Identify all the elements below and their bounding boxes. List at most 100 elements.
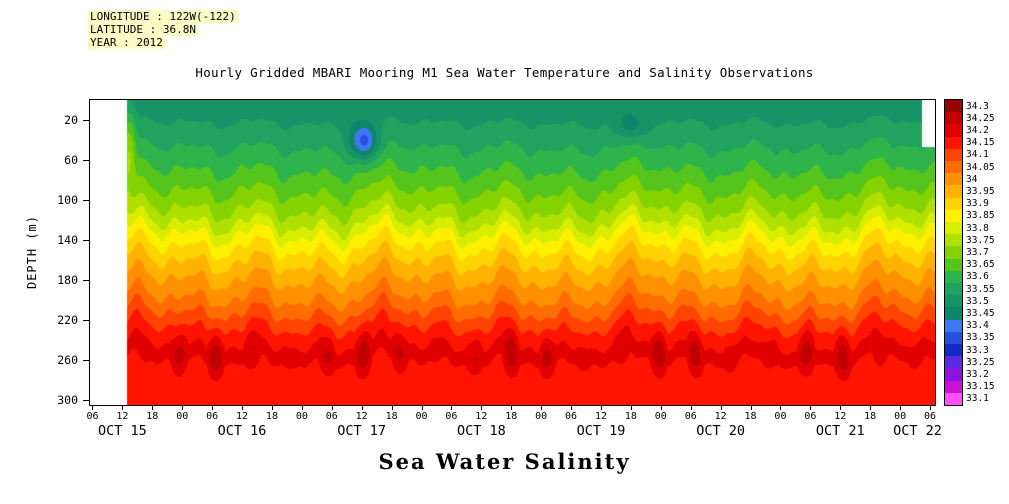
figure-caption: Sea Water Salinity [378, 449, 631, 474]
x-tick-mark [930, 406, 931, 410]
y-tick-mark [83, 160, 89, 161]
x-day-label: OCT 18 [456, 423, 506, 439]
x-tick-label: 00 [654, 411, 667, 422]
x-tick-label: 00 [176, 411, 189, 422]
colorbar-cell [945, 356, 962, 369]
x-tick-mark [900, 406, 902, 410]
colorbar-label: 34.15 [966, 137, 995, 149]
x-tick-label: 12 [834, 411, 847, 422]
colorbar-cell [945, 197, 962, 210]
x-tick-label: 12 [116, 411, 129, 422]
colorbar-label: 33.7 [966, 247, 989, 258]
colorbar-label: 33.65 [966, 259, 995, 271]
x-tick-mark [630, 406, 632, 410]
colorbar-label: 34.1 [966, 149, 989, 161]
x-tick-mark [331, 406, 333, 410]
colorbar-cell [945, 380, 962, 393]
colorbar-label: 33.2 [966, 369, 989, 380]
colorbar-cell [945, 392, 962, 406]
x-tick-label: 00 [774, 411, 787, 422]
x-day-label: OCT 19 [576, 423, 626, 439]
x-tick-label: 06 [923, 411, 937, 422]
x-tick-mark [152, 406, 154, 410]
colorbar-cell [945, 344, 962, 357]
x-day-label: OCT 21 [815, 423, 865, 439]
salinity-heatmap-canvas [90, 100, 935, 405]
y-tick-label: 180 [57, 273, 78, 287]
x-tick-label: 06 [565, 411, 578, 422]
colorbar-cell [945, 148, 962, 162]
x-tick-mark [451, 406, 453, 410]
longitude-text: LONGITUDE : 122W(-122) [88, 10, 238, 23]
colorbar-cell [945, 124, 962, 137]
colorbar-label: 33.8 [966, 222, 989, 234]
colorbar-label: 33.15 [966, 381, 995, 393]
x-tick-mark [840, 406, 842, 410]
plot-area [89, 99, 936, 406]
colorbar-cell [945, 173, 962, 186]
x-tick-mark [690, 406, 692, 410]
y-tick-label: 140 [57, 233, 78, 247]
colorbar-label: 33.3 [966, 344, 989, 356]
colorbar-cell [945, 368, 962, 381]
x-tick-label: 18 [624, 411, 637, 422]
x-tick-label: 00 [295, 411, 308, 422]
y-tick-label: 100 [57, 193, 78, 207]
x-tick-label: 00 [894, 411, 907, 422]
colorbar-cell [945, 222, 962, 235]
x-day-label: OCT 20 [696, 423, 746, 439]
colorbar-label: 33.4 [966, 320, 989, 332]
colorbar-label: 34.3 [966, 100, 989, 112]
colorbar-label: 33.35 [966, 332, 995, 344]
x-tick-mark [481, 406, 483, 410]
colorbar-cell [945, 331, 962, 345]
y-tick-mark [83, 280, 89, 281]
colorbar-cell [945, 234, 962, 247]
colorbar [944, 99, 963, 406]
colorbar-label: 33.75 [966, 234, 995, 246]
x-tick-label: 00 [415, 411, 428, 422]
colorbar-cell [945, 283, 962, 296]
x-tick-label: 12 [236, 411, 249, 422]
y-tick-mark [83, 200, 89, 201]
colorbar-cell [945, 161, 962, 174]
y-tick-label: 20 [64, 113, 78, 127]
x-tick-label: 06 [684, 411, 697, 422]
y-tick-mark [83, 240, 89, 241]
y-tick-label: 60 [64, 153, 78, 167]
metadata-block: LONGITUDE : 122W(-122) LATITUDE : 36.8N … [88, 10, 238, 49]
x-tick-mark [810, 406, 812, 410]
x-tick-label: 00 [535, 411, 548, 422]
colorbar-label: 33.9 [966, 198, 989, 210]
x-tick-mark [870, 406, 872, 410]
colorbar-cell [945, 270, 962, 284]
x-tick-mark [780, 406, 782, 410]
x-tick-mark [750, 406, 752, 410]
x-tick-label: 18 [864, 411, 877, 422]
colorbar-cell [945, 112, 962, 125]
colorbar-label: 34.05 [966, 161, 995, 173]
x-tick-mark [720, 406, 722, 410]
x-tick-label: 12 [475, 411, 488, 422]
colorbar-label: 33.55 [966, 283, 995, 295]
colorbar-label: 34.2 [966, 125, 989, 136]
x-tick-mark [541, 406, 543, 410]
x-tick-mark [92, 406, 94, 410]
x-tick-label: 18 [146, 411, 159, 422]
year-text: YEAR : 2012 [88, 36, 165, 49]
y-tick-label: 300 [57, 393, 78, 407]
x-tick-mark [271, 406, 273, 410]
colorbar-label: 33.95 [966, 186, 995, 197]
colorbar-label: 33.6 [966, 271, 989, 283]
colorbar-cell [945, 100, 962, 113]
y-tick-mark [83, 320, 89, 321]
x-tick-label: 18 [744, 411, 757, 422]
x-day-label: OCT 22 [893, 423, 942, 439]
x-tick-label: 12 [714, 411, 727, 422]
colorbar-cell [945, 136, 962, 149]
colorbar-cell [945, 295, 962, 308]
colorbar-label: 33.25 [966, 356, 995, 368]
x-tick-mark [421, 406, 423, 410]
colorbar-cell [945, 246, 962, 259]
